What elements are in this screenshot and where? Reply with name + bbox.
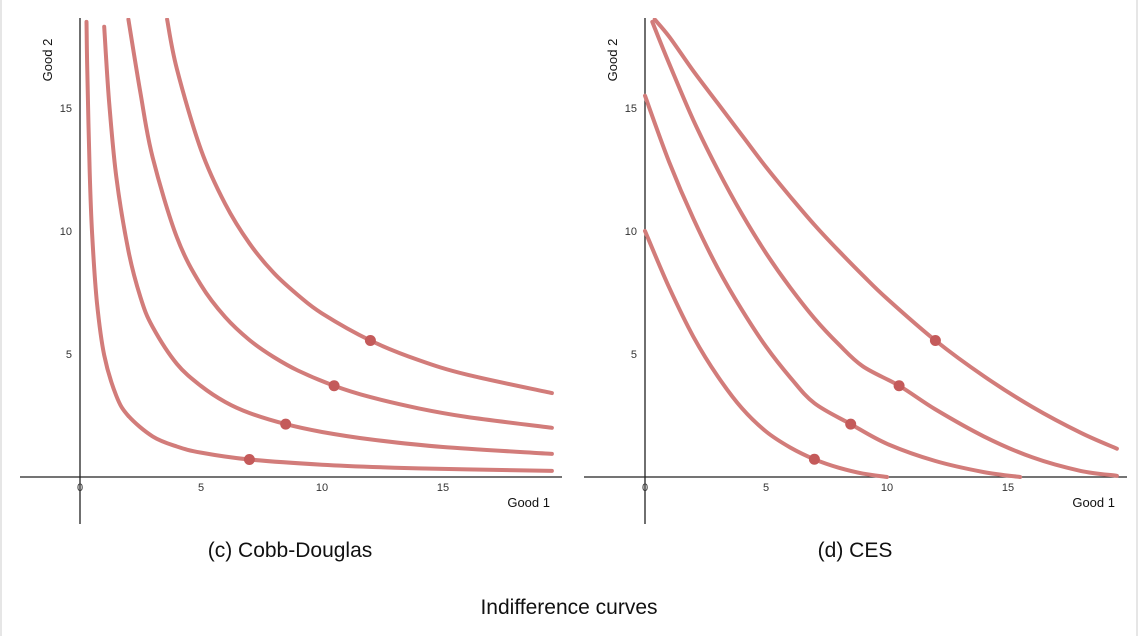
cobb-douglas-subcaption: (c) Cobb-Douglas [208,539,373,562]
indifference-curve-2 [102,24,554,456]
bundle-point-4 [929,334,941,346]
cobb-douglas-panel: 0 5 10 15 5 10 15 Good 1 Good 2 [20,18,562,524]
left-border [0,0,2,636]
x-tick-label: 5 [198,482,204,494]
bundle-point-2 [280,418,292,430]
y-tick-label: 10 [625,226,637,238]
x-tick-label: 5 [763,482,769,494]
x-tick-label: 15 [437,482,449,494]
x-tick-label: 10 [881,482,893,494]
indifference-curve-1 [84,19,554,473]
bundle-point-2 [845,418,857,430]
x-axis-label: Good 1 [1072,495,1115,510]
bundle-point-3 [328,380,340,392]
y-tick-label: 15 [625,103,637,115]
indifference-curve-3 [126,18,554,430]
indifference-curve-2 [643,93,1023,479]
ces-panel: 0 5 10 15 5 10 15 Good 1 Good 2 [584,18,1127,524]
ces-subcaption: (d) CES [818,539,893,562]
indifference-curve-4 [165,18,554,396]
y-tick-label: 5 [66,349,72,361]
x-tick-label: 0 [77,482,83,494]
y-tick-label: 15 [60,103,72,115]
x-axis-label: Good 1 [507,495,550,510]
figure-caption: Indifference curves [480,596,657,619]
bundle-point-4 [364,334,376,346]
indifference-curve-1 [643,229,889,479]
y-axis-label: Good 2 [605,39,620,82]
indifference-curve-3 [650,19,1119,478]
y-tick-label: 10 [60,226,72,238]
bundle-point-1 [243,454,255,466]
y-axis-label: Good 2 [40,39,55,82]
right-border [1136,0,1138,636]
bundle-point-1 [808,453,820,465]
x-tick-label: 10 [316,482,328,494]
indifference-curve-4 [652,18,1119,451]
y-tick-label: 5 [631,349,637,361]
x-tick-label: 0 [642,482,648,494]
bundle-point-3 [893,380,905,392]
x-tick-label: 15 [1002,482,1014,494]
